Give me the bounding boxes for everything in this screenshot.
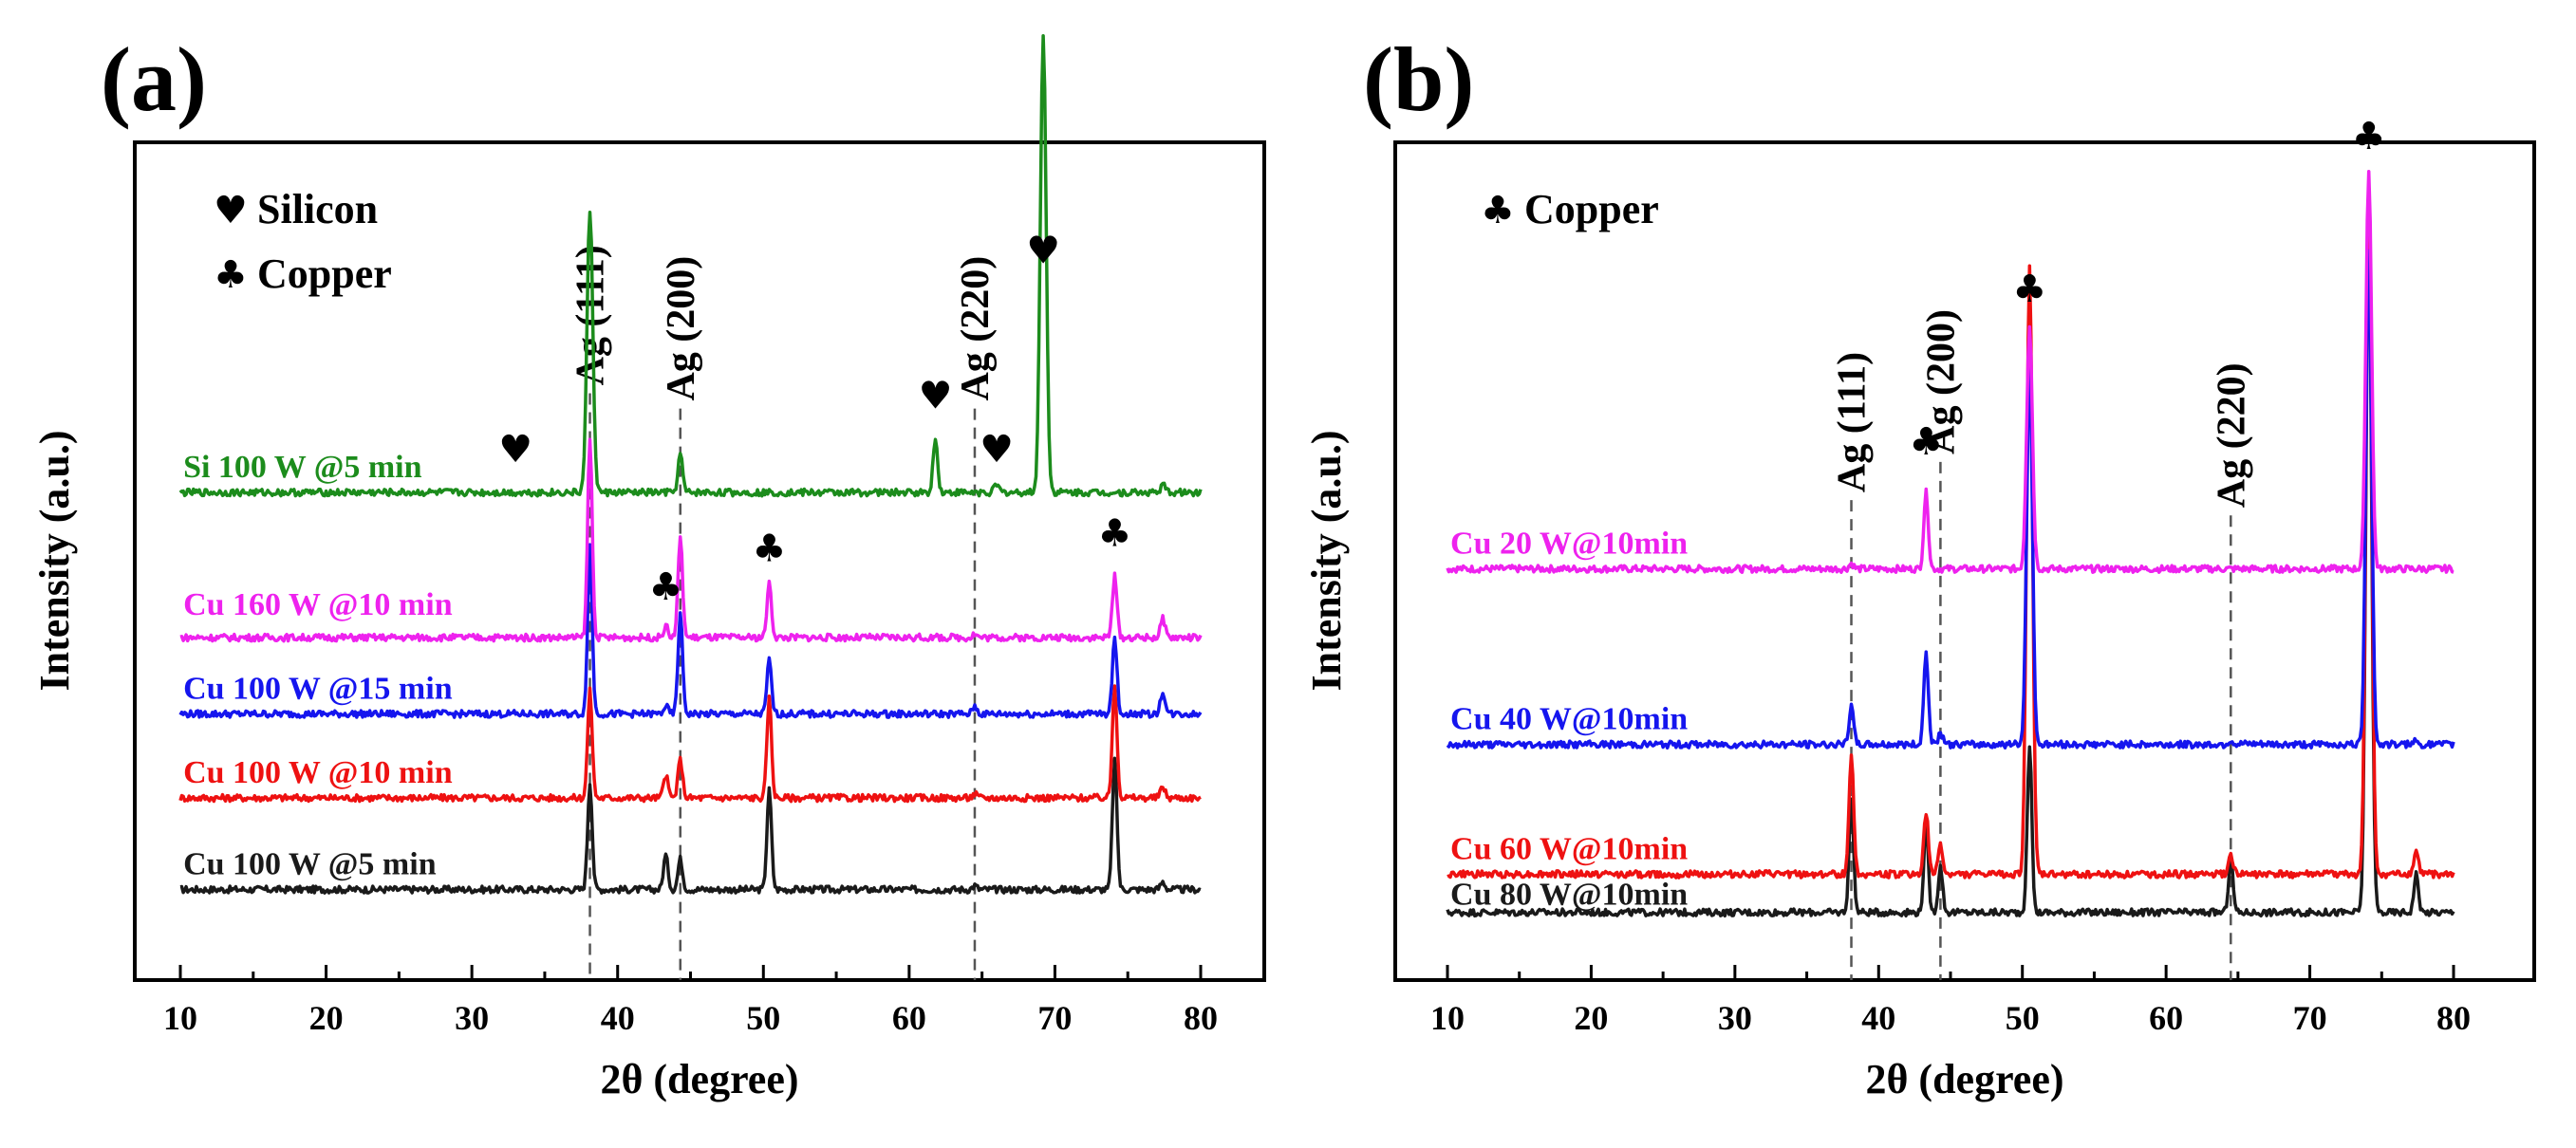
- peak-marker: ♥: [498, 428, 532, 472]
- panel-b-x-ticks: 10 20 30 40 50 60 70 80: [1430, 965, 2471, 1037]
- series-line: [179, 437, 1203, 643]
- series-label: Cu 80 W@10min: [1450, 878, 1688, 913]
- series-line: [178, 33, 1203, 498]
- panel-b-legend: ♣ Copper: [1481, 186, 1659, 232]
- peak-marker: ♥: [919, 375, 953, 418]
- series-label: Cu 100 W @5 min: [183, 846, 437, 881]
- peak-marker: ♣: [1097, 511, 1131, 555]
- series-label: Cu 160 W @10 min: [183, 587, 453, 622]
- panel-b-plot-frame: [1393, 140, 2536, 982]
- series-label: Si 100 W @5 min: [183, 450, 422, 485]
- x-tick-label: 40: [601, 999, 635, 1037]
- series-line: [1446, 170, 2455, 574]
- panel-b-label: (b): [1363, 28, 1474, 130]
- series-label: Cu 100 W @15 min: [183, 671, 453, 706]
- x-tick-label: 80: [1184, 999, 1218, 1037]
- series-label: Cu 40 W@10min: [1450, 702, 1688, 737]
- series-label: Cu 60 W@10min: [1450, 831, 1688, 866]
- x-tick-label: 10: [163, 999, 197, 1037]
- panel-b-x-axis-title: 2θ (degree): [1865, 1056, 2063, 1102]
- reference-line-label: Ag (200): [1919, 309, 1963, 454]
- x-tick-label: 20: [1574, 999, 1608, 1037]
- legend-label: Silicon: [257, 186, 378, 232]
- x-tick-label: 50: [2006, 999, 2040, 1037]
- panel-b-series: Cu 80 W@10min Cu 60 W@10min Cu 40 W@10min C…: [1446, 170, 2455, 918]
- peak-marker: ♥: [1026, 230, 1060, 273]
- panel-a-reference-lines: Ag (111) Ag (200) Ag (220): [569, 245, 998, 980]
- series-line: [1446, 249, 2455, 750]
- panel-b-y-axis-title: Intensity (a.u.): [1303, 430, 1350, 691]
- series-line: [178, 684, 1202, 804]
- series-line: [1447, 184, 2455, 880]
- x-tick-label: 30: [455, 999, 489, 1037]
- x-tick-label: 30: [1718, 999, 1752, 1037]
- panel-b-markers: ♣ ♣ ♣: [1909, 115, 2385, 464]
- peak-marker: ♥: [980, 428, 1014, 472]
- x-tick-label: 70: [2293, 999, 2327, 1037]
- panel-a-series: Cu 100 W @5 min Cu 100 W @10 min Cu 100 W …: [178, 33, 1203, 895]
- panel-b: (b) Ag (111) Ag (200) Ag (220) Cu 80 W@10m…: [1303, 28, 2536, 1102]
- x-tick-label: 20: [309, 999, 344, 1037]
- x-tick-label: 60: [892, 999, 926, 1037]
- peak-marker: ♣: [1909, 420, 1943, 464]
- legend-symbol: ♥: [214, 189, 248, 232]
- panel-a-legend: ♥ Silicon♣ Copper: [214, 186, 392, 297]
- legend-label: Copper: [1524, 186, 1659, 232]
- reference-line-label: Ag (220): [954, 256, 998, 401]
- peak-marker: ♣: [648, 565, 682, 609]
- peak-marker: ♣: [2012, 268, 2046, 311]
- legend-symbol: ♣: [1481, 189, 1515, 232]
- series-line: [179, 756, 1202, 895]
- panel-a-x-axis-title: 2θ (degree): [600, 1056, 798, 1102]
- peak-marker: ♣: [752, 528, 786, 571]
- x-tick-label: 10: [1430, 999, 1465, 1037]
- panel-a-label: (a): [101, 28, 207, 130]
- panel-a-x-ticks: 10 20 30 40 50 60 70 80: [163, 965, 1218, 1037]
- x-tick-label: 60: [2149, 999, 2183, 1037]
- series-line: [1446, 225, 2455, 918]
- panel-a-y-axis-title: Intensity (a.u.): [31, 430, 78, 691]
- reference-line-label: Ag (200): [660, 256, 703, 401]
- x-tick-label: 40: [1861, 999, 1895, 1037]
- panel-a-markers: ♥ ♥ ♥ ♥ ♣ ♣ ♣: [498, 230, 1131, 609]
- series-line: [178, 543, 1203, 719]
- series-label: Cu 100 W @10 min: [183, 755, 453, 790]
- series-label: Cu 20 W@10min: [1450, 526, 1688, 561]
- x-tick-label: 50: [746, 999, 780, 1037]
- x-tick-label: 70: [1037, 999, 1072, 1037]
- peak-marker: ♣: [2352, 115, 2386, 158]
- reference-line-label: Ag (220): [2210, 362, 2253, 508]
- x-tick-label: 80: [2436, 999, 2471, 1037]
- legend-label: Copper: [257, 250, 392, 297]
- panel-a-plot-frame: [133, 140, 1266, 982]
- legend-symbol: ♣: [214, 253, 248, 297]
- panel-a: (a) Ag (111) Ag (200) Ag (220) Cu 100 W @5…: [31, 28, 1266, 1102]
- panel-b-reference-lines: Ag (111) Ag (200) Ag (220): [1831, 309, 2253, 980]
- reference-line-label: Ag (111): [1831, 352, 1875, 492]
